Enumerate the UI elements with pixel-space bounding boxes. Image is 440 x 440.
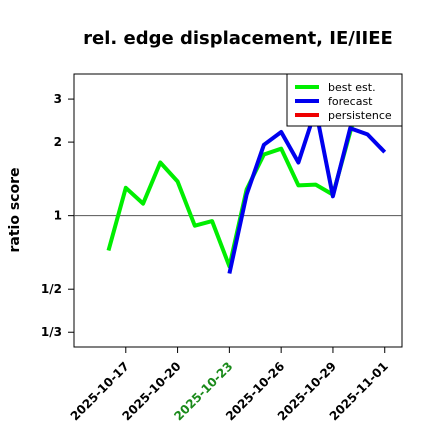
legend-entry: best est. — [328, 81, 376, 94]
y-tick-label: 2 — [54, 135, 62, 149]
y-tick-label: 1/2 — [41, 282, 62, 296]
chart-title: rel. edge displacement, IE/IIEE — [83, 28, 393, 49]
series-line-forecast — [227, 107, 387, 274]
plot-frame — [73, 73, 403, 348]
y-tick-label: 3 — [54, 92, 62, 106]
y-axis-label: ratio score — [7, 168, 23, 253]
y-tick-label: 1/3 — [41, 325, 62, 339]
legend-entry: persistence — [328, 109, 392, 122]
legend-entry: forecast — [328, 95, 373, 108]
y-tick-label: 1 — [54, 209, 62, 223]
